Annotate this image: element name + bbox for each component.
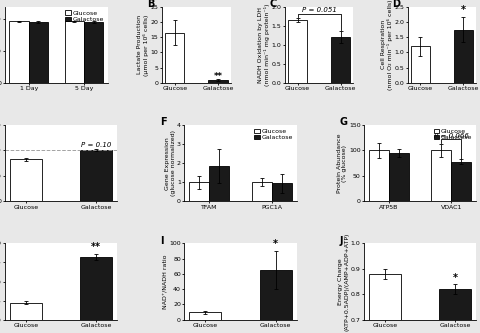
Bar — [388, 153, 408, 201]
Bar — [330, 37, 349, 83]
Bar — [453, 30, 472, 83]
Text: F: F — [159, 117, 166, 127]
Text: P = 0.066: P = 0.066 — [433, 133, 468, 139]
Bar — [251, 182, 271, 201]
Bar — [368, 151, 388, 201]
Text: I: I — [159, 236, 163, 246]
Legend: Glucose, Galactose: Glucose, Galactose — [432, 128, 472, 141]
Text: J: J — [338, 236, 342, 246]
Bar — [259, 270, 291, 320]
Bar — [189, 182, 209, 201]
Text: B: B — [146, 0, 154, 9]
Bar — [80, 151, 112, 201]
Bar — [29, 22, 48, 83]
Text: G: G — [338, 117, 347, 127]
Bar — [10, 21, 29, 83]
Text: C: C — [269, 0, 276, 9]
Text: *: * — [273, 239, 277, 249]
Y-axis label: Lactate Production
(μmol per 10⁶ cells): Lactate Production (μmol per 10⁶ cells) — [137, 14, 149, 76]
Bar — [84, 22, 103, 83]
Bar — [410, 46, 429, 83]
Bar — [64, 21, 84, 83]
Bar — [287, 20, 307, 83]
Bar — [165, 33, 184, 83]
Bar — [431, 151, 450, 201]
Y-axis label: NAD⁺/NADH ratio: NAD⁺/NADH ratio — [163, 254, 168, 309]
Text: P = 0.051: P = 0.051 — [301, 7, 336, 13]
Bar — [189, 312, 221, 320]
Text: D: D — [392, 0, 399, 9]
Y-axis label: Energy Charge
(ATP+0.5ADP)/(AMP+ADP+ATP): Energy Charge (ATP+0.5ADP)/(AMP+ADP+ATP) — [338, 232, 348, 331]
Text: **: ** — [213, 73, 222, 82]
Legend: Glucose, Galactose: Glucose, Galactose — [253, 128, 293, 141]
Y-axis label: Protein Abundance
(% glucose): Protein Abundance (% glucose) — [336, 134, 347, 193]
Text: *: * — [460, 5, 465, 15]
Legend: Glucose, Galactose: Glucose, Galactose — [64, 10, 105, 23]
Bar — [450, 162, 470, 201]
Bar — [80, 257, 112, 320]
Bar — [10, 159, 41, 201]
Y-axis label: Gene Expression
(glucose normalized): Gene Expression (glucose normalized) — [164, 130, 175, 196]
Bar — [439, 289, 470, 333]
Y-axis label: Cell Respiration
(nmol O₂ min⁻¹ per 10⁶ cells): Cell Respiration (nmol O₂ min⁻¹ per 10⁶ … — [380, 0, 392, 90]
Text: **: ** — [91, 242, 101, 252]
Bar — [10, 302, 41, 320]
Bar — [209, 166, 229, 201]
Y-axis label: NADH Oxidation by LDH
(nmol min⁻¹ mg protein⁻¹): NADH Oxidation by LDH (nmol min⁻¹ mg pro… — [257, 4, 269, 86]
Text: P = 0.10: P = 0.10 — [81, 142, 111, 148]
Bar — [271, 183, 291, 201]
Bar — [368, 274, 400, 333]
Bar — [208, 80, 227, 83]
Text: *: * — [452, 273, 457, 283]
